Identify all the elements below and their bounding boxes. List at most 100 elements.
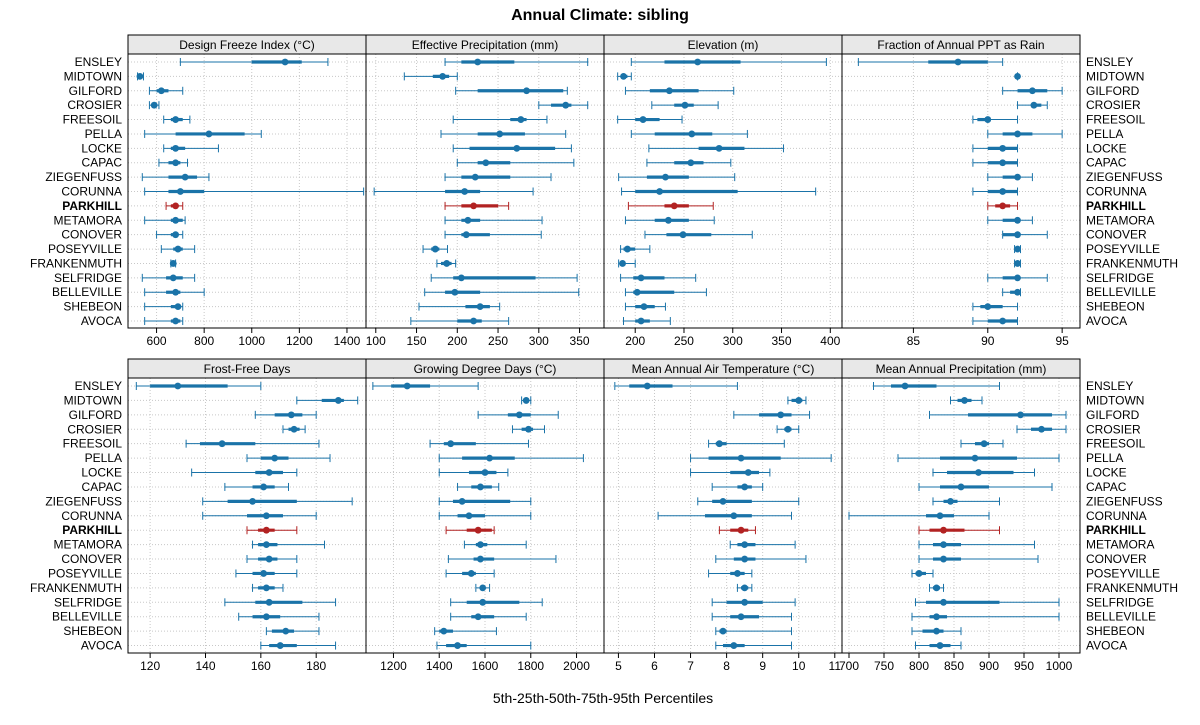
interval-ensley [179, 58, 329, 66]
median-point [933, 584, 940, 592]
x-tick-label: 150 [407, 334, 427, 348]
interval-shebeon [434, 627, 497, 636]
interval-pella [438, 454, 584, 463]
station-label-pella: PELLA [1086, 451, 1123, 465]
median-point [465, 512, 473, 520]
median-point [464, 216, 472, 224]
median-point [443, 260, 451, 267]
interval-parkhill [165, 201, 184, 210]
median-point [936, 512, 944, 520]
interval-ensley [135, 382, 262, 390]
x-tick-label: 250 [674, 334, 694, 348]
x-tick-label: 1200 [286, 334, 313, 348]
interval-belleville [1002, 288, 1021, 297]
interval-poseyville [911, 569, 934, 578]
x-tick-label: 8 [723, 659, 730, 673]
median-point [954, 58, 962, 66]
interval-ensley [614, 382, 738, 390]
median-point [287, 411, 295, 419]
station-label-belleville: BELLEVILLE [1086, 285, 1156, 299]
median-point [439, 72, 447, 80]
station-label-locke: LOCKE [81, 141, 122, 155]
median-point [640, 303, 648, 311]
interval-parkhill [445, 526, 495, 535]
median-point [984, 303, 992, 311]
interval-crosier [651, 101, 719, 110]
station-label-crosier: CROSIER [67, 422, 122, 436]
median-point [150, 101, 158, 109]
x-tick-label: 400 [820, 334, 840, 348]
x-tick-label: 1800 [517, 659, 544, 673]
interval-shebeon [265, 627, 320, 636]
interval-locke [438, 468, 509, 477]
interval-metamora [144, 216, 186, 225]
median-point [1014, 72, 1021, 80]
median-point [260, 483, 268, 491]
interval-pella [630, 129, 748, 138]
median-point [260, 570, 268, 577]
x-tick-label: 950 [1014, 659, 1034, 673]
median-point [262, 526, 270, 534]
interval-ziegenfuss [141, 173, 210, 182]
interval-selfridge [987, 273, 1048, 282]
median-point [477, 555, 484, 563]
median-point [730, 512, 738, 520]
median-point [174, 303, 182, 311]
station-label-frankenmuth: FRANKENMUTH [1086, 581, 1178, 595]
interval-shebeon [911, 627, 962, 636]
median-point [670, 202, 678, 210]
interval-crosier [148, 101, 160, 110]
interval-freesoil [163, 115, 191, 124]
median-point [975, 469, 982, 476]
interval-gilford [929, 410, 1067, 419]
station-label-freesoil: FREESOIL [63, 437, 123, 451]
interval-ziegenfuss [697, 497, 800, 506]
panel-design-freeze-index-c: Design Freeze Index (°C) 600 800 1000 1200 14… [127, 34, 367, 348]
median-point [656, 188, 663, 195]
median-point [470, 202, 477, 210]
median-point [643, 382, 651, 390]
interval-parkhill [246, 526, 298, 535]
median-point [271, 454, 279, 462]
x-tick-label: 7 [687, 659, 694, 673]
median-point [523, 87, 530, 95]
station-label-conover: CONOVER [1086, 552, 1147, 566]
interval-ensley [444, 58, 589, 66]
x-tick-label: 300 [723, 334, 743, 348]
panel-title: Design Freeze Index (°C) [179, 38, 315, 52]
station-label-pella: PELLA [85, 127, 122, 141]
median-point [169, 260, 177, 267]
interval-metamora [444, 216, 543, 225]
interval-pella [440, 129, 567, 138]
x-tick-label: 2000 [563, 659, 590, 673]
interval-freesoil [185, 439, 320, 448]
interval-corunna [373, 187, 534, 196]
median-point [999, 317, 1007, 325]
interval-locke [452, 144, 572, 153]
station-label-parkhill: PARKHILL [1086, 523, 1146, 537]
median-point [265, 598, 273, 606]
interval-pella [897, 454, 1060, 463]
station-label-gilford: GILFORD [1086, 408, 1140, 422]
interval-poseyville [620, 245, 651, 254]
interval-parkhill [444, 201, 510, 210]
median-point [262, 613, 270, 621]
interval-selfridge [711, 598, 796, 607]
interval-avoca [972, 317, 1019, 326]
interval-metamora [624, 216, 715, 225]
station-label-corunna: CORUNNA [1086, 509, 1147, 523]
median-point [741, 598, 749, 606]
median-point [477, 483, 484, 491]
median-point [403, 382, 411, 390]
station-label-belleville: BELLEVILLE [1086, 610, 1156, 624]
station-label-locke: LOCKE [81, 466, 122, 480]
interval-shebeon [144, 302, 184, 311]
station-label-poseyville: POSEYVILLE [48, 242, 122, 256]
interval-freesoil [617, 115, 683, 124]
interval-avoca [715, 641, 793, 650]
station-label-ziegenfuss: ZIEGENFUSS [1086, 170, 1163, 184]
median-point [479, 584, 487, 592]
median-point [662, 173, 669, 181]
median-point [262, 541, 270, 549]
station-label-frankenmuth: FRANKENMUTH [30, 256, 122, 270]
